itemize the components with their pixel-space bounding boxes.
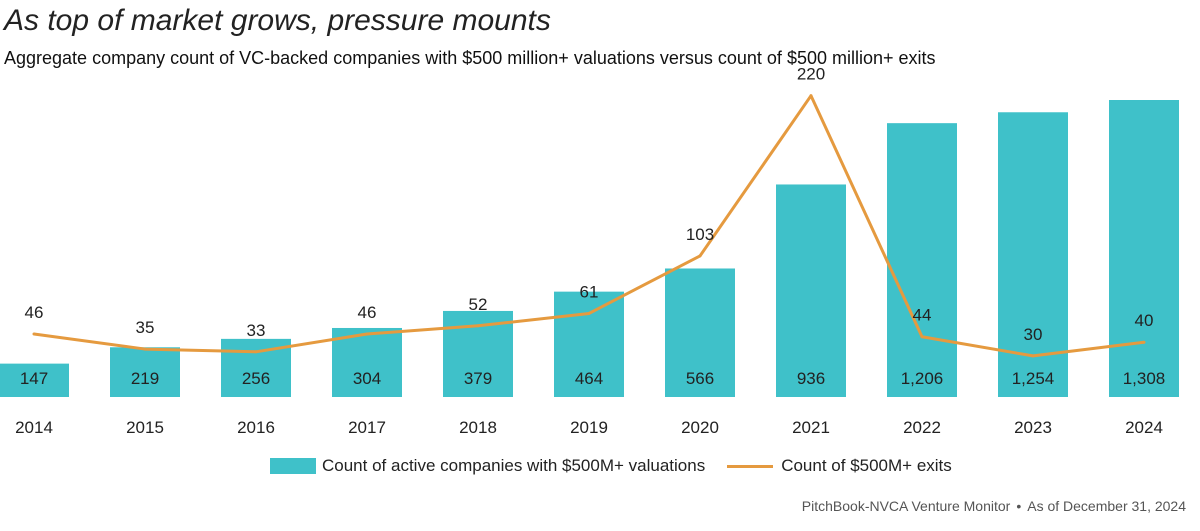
bar-2021: [776, 184, 846, 397]
bar-value-label: 304: [353, 369, 381, 388]
bar-value-label: 566: [686, 369, 714, 388]
x-tick-label: 2021: [792, 418, 830, 437]
line-value-label: 33: [247, 321, 266, 340]
exits-point-2019: [587, 311, 591, 315]
legend-bar-swatch: [270, 458, 316, 474]
line-value-label: 46: [358, 303, 377, 322]
bar-value-label: 464: [575, 369, 603, 388]
bar-2020: [665, 268, 735, 397]
bar-value-label: 147: [20, 369, 48, 388]
bar-value-label: 1,254: [1012, 369, 1055, 388]
x-tick-label: 2014: [15, 418, 53, 437]
line-value-label: 30: [1024, 325, 1043, 344]
line-value-label: 61: [580, 282, 599, 301]
source-date: As of December 31, 2024: [1027, 498, 1186, 514]
x-tick-label: 2022: [903, 418, 941, 437]
line-value-label: 46: [25, 303, 44, 322]
x-tick-label: 2016: [237, 418, 275, 437]
x-tick-label: 2018: [459, 418, 497, 437]
x-tick-label: 2015: [126, 418, 164, 437]
legend-item-bars: Count of active companies with $500M+ va…: [270, 456, 705, 476]
line-value-label: 35: [136, 318, 155, 337]
line-value-label: 220: [797, 65, 825, 84]
exits-point-2023: [1031, 354, 1035, 358]
line-value-label: 103: [686, 225, 714, 244]
bar-value-label: 219: [131, 369, 159, 388]
bar-value-label: 936: [797, 369, 825, 388]
exits-point-2021: [809, 94, 813, 98]
line-value-label: 52: [469, 295, 488, 314]
source-footer: PitchBook-NVCA Venture Monitor • As of Dec…: [802, 498, 1186, 514]
line-value-label: 40: [1135, 311, 1154, 330]
combo-chart: 147 219 256 304 379 464 566 936 1,206 1,254 1,308 4…: [0, 65, 1179, 437]
line-value-label: 44: [913, 306, 932, 325]
x-tick-label: 2024: [1125, 418, 1163, 437]
legend-line-label: Count of $500M+ exits: [781, 456, 952, 475]
x-tick-label: 2017: [348, 418, 386, 437]
x-tick-label: 2023: [1014, 418, 1052, 437]
legend-line-swatch: [727, 464, 774, 468]
x-tick-label: 2020: [681, 418, 719, 437]
bar-value-label: 1,308: [1123, 369, 1166, 388]
bar-2019: [554, 291, 624, 397]
chart-subtitle: Aggregate company count of VC-backed com…: [4, 48, 936, 68]
source-separator: •: [1016, 498, 1022, 514]
exits-point-2016: [254, 350, 258, 354]
exits-point-2014: [32, 332, 36, 336]
exits-point-2015: [143, 347, 147, 351]
exits-point-2024: [1142, 340, 1146, 344]
bar-2023: [998, 112, 1068, 397]
bar-2024: [1109, 100, 1179, 397]
legend-item-line: Count of $500M+ exits: [727, 456, 952, 476]
bar-2015: [110, 347, 180, 397]
exits-point-2017: [365, 332, 369, 336]
chart-legend: Count of active companies with $500M+ va…: [270, 456, 952, 476]
bar-2014: [0, 363, 69, 397]
bar-2022: [887, 123, 957, 397]
exits-point-2018: [476, 324, 480, 328]
legend-bar-label: Count of active companies with $500M+ va…: [322, 456, 706, 475]
x-tick-label: 2019: [570, 418, 608, 437]
source-name: PitchBook-NVCA Venture Monitor: [801, 498, 1011, 514]
bar-value-label: 256: [242, 369, 270, 388]
bar-value-label: 1,206: [901, 369, 944, 388]
exits-point-2022: [920, 335, 924, 339]
bar-value-label: 379: [464, 369, 492, 388]
bar-2017: [332, 327, 402, 397]
exits-point-2020: [698, 254, 702, 258]
chart-title: As top of market grows, pressure mounts: [4, 4, 551, 37]
